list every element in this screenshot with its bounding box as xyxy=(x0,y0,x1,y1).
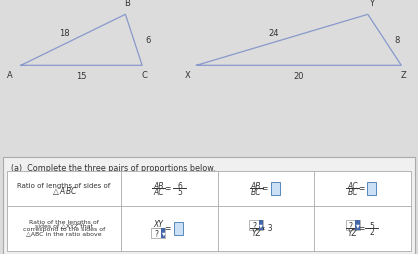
Text: 6: 6 xyxy=(146,36,151,45)
FancyBboxPatch shape xyxy=(7,171,411,251)
Text: 15: 15 xyxy=(76,72,87,81)
FancyBboxPatch shape xyxy=(346,220,360,230)
Text: XY: XY xyxy=(153,219,163,228)
FancyBboxPatch shape xyxy=(270,182,280,195)
Text: ?: ? xyxy=(252,221,256,230)
Text: = 3: = 3 xyxy=(259,223,273,232)
FancyBboxPatch shape xyxy=(249,220,263,230)
Text: =: = xyxy=(358,223,364,232)
Text: AB: AB xyxy=(153,181,164,190)
Text: Ratio of the lengths of: Ratio of the lengths of xyxy=(29,219,99,224)
Text: =: = xyxy=(261,183,268,192)
FancyBboxPatch shape xyxy=(151,228,166,239)
FancyBboxPatch shape xyxy=(367,182,376,195)
Text: 8: 8 xyxy=(395,36,400,45)
Text: 18: 18 xyxy=(59,28,70,38)
Text: 2: 2 xyxy=(370,227,374,236)
Text: AC: AC xyxy=(347,181,358,190)
Text: correspond to the sides of: correspond to the sides of xyxy=(23,227,105,231)
Text: AB: AB xyxy=(251,181,261,190)
Text: C: C xyxy=(141,71,147,80)
Text: ?: ? xyxy=(349,221,353,230)
Text: Z: Z xyxy=(400,71,406,80)
Text: A: A xyxy=(7,71,13,80)
Text: =: = xyxy=(164,183,170,192)
FancyBboxPatch shape xyxy=(3,157,415,254)
Text: BC: BC xyxy=(347,187,358,196)
Text: YZ: YZ xyxy=(251,228,261,237)
Text: 6: 6 xyxy=(177,181,182,190)
FancyBboxPatch shape xyxy=(259,220,263,230)
Text: (a)  Complete the three pairs of proportions below.: (a) Complete the three pairs of proporti… xyxy=(11,163,216,172)
Text: BC: BC xyxy=(251,187,261,196)
Text: ▼: ▼ xyxy=(356,223,359,228)
Text: 5: 5 xyxy=(177,187,182,196)
Text: $\triangle ABC$: $\triangle ABC$ xyxy=(51,184,77,196)
Text: AC: AC xyxy=(153,187,164,196)
Text: Y: Y xyxy=(370,0,375,8)
Text: 5: 5 xyxy=(369,221,374,230)
FancyBboxPatch shape xyxy=(355,220,360,230)
Text: ?: ? xyxy=(155,229,159,238)
Text: Ratio of lengths of sides of: Ratio of lengths of sides of xyxy=(18,182,111,188)
Text: =: = xyxy=(358,183,364,192)
Text: ▼: ▼ xyxy=(161,231,165,236)
Text: △ABC in the ratio above: △ABC in the ratio above xyxy=(26,230,102,235)
Text: 20: 20 xyxy=(293,72,304,81)
Text: YZ: YZ xyxy=(348,228,358,237)
Text: sides of △XYZ that: sides of △XYZ that xyxy=(35,223,93,228)
Text: ▼: ▼ xyxy=(259,223,263,228)
Text: B: B xyxy=(125,0,130,8)
Text: 24: 24 xyxy=(268,28,279,38)
Text: =: = xyxy=(164,223,170,232)
FancyBboxPatch shape xyxy=(174,222,183,235)
Text: X: X xyxy=(184,71,190,80)
FancyBboxPatch shape xyxy=(161,228,166,239)
